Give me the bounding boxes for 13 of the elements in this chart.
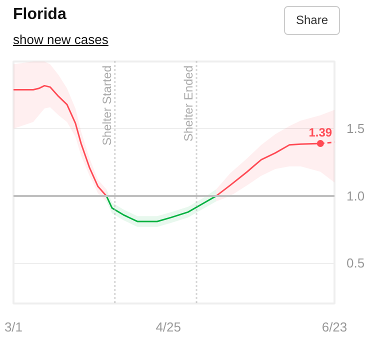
y-tick-label: 0.5 [346,256,365,271]
text: Share [284,6,340,36]
data-label: 1.39 [308,126,332,140]
y-tick-label: 1.0 [346,188,365,204]
chart-title: Florida [13,6,66,23]
y-tick-label: 1.5 [346,121,365,136]
ref-line-label: Shelter Started [100,66,114,146]
x-tick-label: 3/1 [4,320,23,334]
chart-subtitle: show new cases [13,30,110,49]
x-tick-label: 6/23 [322,320,348,334]
x-tick-label: 4/25 [156,320,182,334]
line-series [106,195,217,222]
ref-line-label: Shelter Ended [182,65,196,142]
